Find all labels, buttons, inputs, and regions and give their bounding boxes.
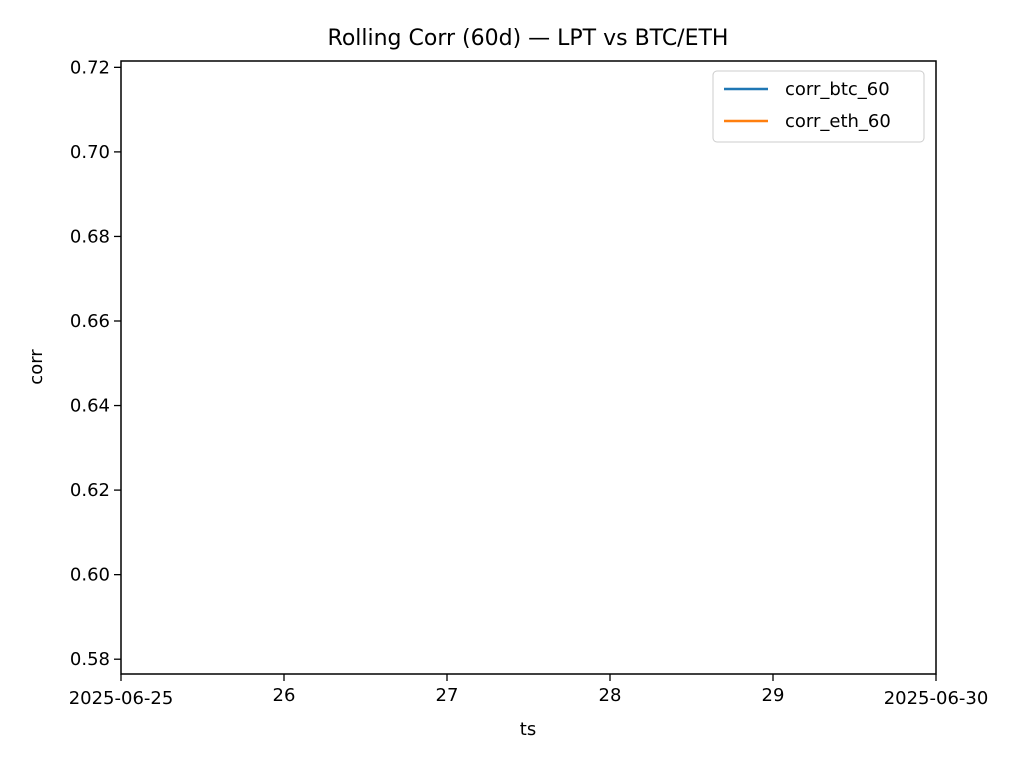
y-tick-label: 0.66	[70, 311, 110, 332]
y-axis-ticks: 0.58 0.60 0.62 0.64 0.66 0.68 0.70 0.72	[70, 57, 121, 670]
plot-area	[120, 60, 937, 675]
y-tick-label: 0.60	[70, 565, 110, 586]
y-tick-label: 0.58	[70, 649, 110, 670]
legend-label-corr-eth-60: corr_eth_60	[785, 111, 891, 132]
x-tick-label: 28	[599, 685, 622, 706]
x-tick-label: 29	[762, 685, 785, 706]
y-tick-label: 0.72	[70, 57, 110, 78]
x-tick-label: 2025-06-30	[884, 688, 989, 709]
chart-title: Rolling Corr (60d) — LPT vs BTC/ETH	[328, 26, 729, 51]
x-tick-label: 2025-06-25	[69, 688, 174, 709]
x-tick-label: 26	[273, 685, 296, 706]
y-tick-label: 0.64	[70, 396, 110, 417]
y-tick-label: 0.62	[70, 480, 110, 501]
legend: corr_btc_60 corr_eth_60	[712, 70, 925, 143]
y-axis-label: corr	[26, 349, 47, 385]
legend-label-corr-btc-60: corr_btc_60	[785, 79, 890, 100]
y-tick-label: 0.68	[70, 226, 110, 247]
x-tick-label: 27	[436, 685, 459, 706]
y-tick-label: 0.70	[70, 142, 110, 163]
x-axis-ticks: 2025-06-25 26 27 28 29 2025-06-30	[69, 674, 989, 709]
x-axis-label: ts	[520, 719, 536, 740]
